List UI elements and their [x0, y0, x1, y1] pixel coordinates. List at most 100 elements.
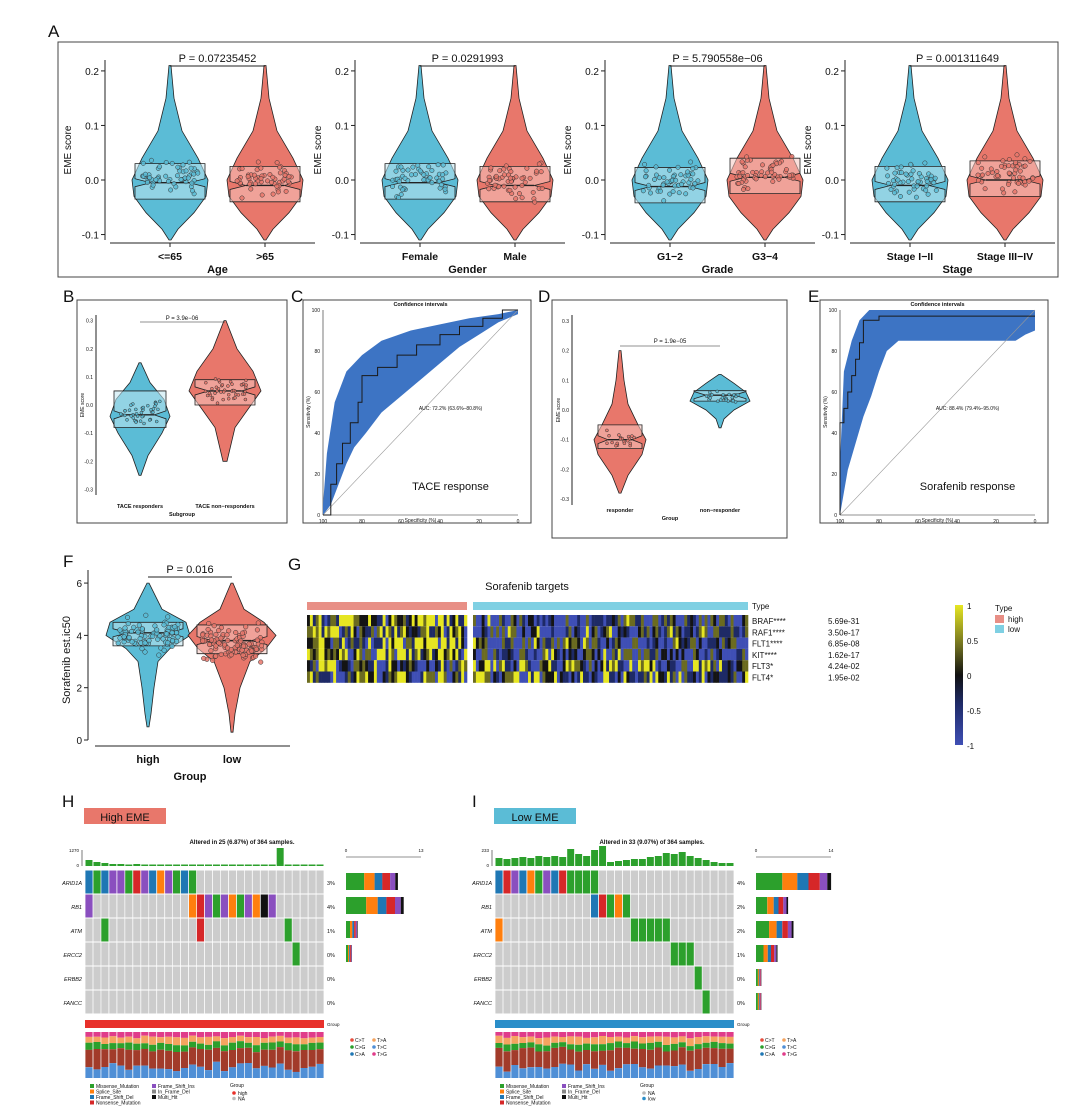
- onco-cell: [678, 894, 686, 918]
- heat-cell: [405, 671, 410, 683]
- titv-segment: [133, 1065, 141, 1078]
- titv-segment: [149, 1068, 157, 1078]
- data-point: [138, 419, 143, 423]
- heat-cell: [629, 637, 633, 649]
- titv-segment: [260, 1032, 268, 1038]
- data-point: [1006, 170, 1012, 176]
- data-point: [161, 647, 167, 653]
- heat-cell: [324, 660, 328, 672]
- heat-cell: [388, 671, 392, 683]
- data-point: [200, 638, 206, 644]
- heat-cell: [713, 615, 717, 627]
- titv-segment: [133, 1038, 141, 1044]
- onco-cell: [173, 942, 181, 966]
- heat-cell: [724, 637, 729, 649]
- heat-cell: [391, 626, 395, 638]
- gene-pct: 0%: [737, 1001, 745, 1007]
- onco-cell: [189, 990, 197, 1014]
- titv-segment: [726, 1063, 734, 1078]
- x-tick-label: Male: [503, 251, 527, 263]
- titv-segment: [228, 1050, 236, 1068]
- onco-cell: [559, 894, 567, 918]
- heat-cell: [716, 637, 720, 649]
- titv-legend-dot: [782, 1052, 786, 1056]
- heat-cell: [385, 660, 389, 672]
- heat-cell: [629, 671, 633, 683]
- y-tick-label: 4: [76, 631, 82, 642]
- gene-count-segment: [758, 969, 760, 986]
- heat-cell: [719, 615, 723, 627]
- titv-segment: [212, 1047, 221, 1062]
- data-point: [153, 177, 159, 183]
- heat-cell: [435, 648, 439, 661]
- tmb-bar: [686, 856, 694, 866]
- heat-cell: [411, 648, 415, 661]
- p-value-label: 3.50e-17: [828, 628, 860, 637]
- heat-cell: [408, 626, 413, 638]
- heat-cell: [730, 626, 734, 638]
- titv-segment: [196, 1043, 205, 1049]
- heat-cell: [350, 615, 354, 627]
- titv-segment: [236, 1035, 244, 1042]
- titv-segment: [308, 1042, 316, 1050]
- heat-cell: [429, 615, 433, 627]
- heat-cell: [336, 615, 340, 627]
- heat-cell: [551, 626, 555, 638]
- data-point: [670, 189, 676, 195]
- titv-segment: [189, 1047, 197, 1065]
- data-point: [721, 393, 725, 397]
- heat-cell: [504, 648, 509, 661]
- heat-cell: [321, 626, 325, 638]
- heat-cell: [684, 637, 688, 649]
- heat-cell: [646, 637, 650, 649]
- heat-cell: [397, 660, 401, 672]
- heat-cell: [446, 648, 450, 661]
- titv-legend-dot: [350, 1052, 354, 1056]
- onco-cell: [133, 870, 141, 894]
- onco-cell: [133, 894, 141, 918]
- gene-label: FLT4*: [752, 674, 773, 683]
- data-point: [512, 184, 518, 190]
- heat-cell: [606, 671, 610, 683]
- mut-legend-label: In_Frame_Del: [568, 1090, 600, 1096]
- titv-segment: [109, 1036, 117, 1044]
- heat-cell: [733, 671, 737, 683]
- tmb-bar: [101, 863, 109, 866]
- heat-cell: [585, 660, 590, 672]
- titv-segment: [702, 1042, 710, 1048]
- data-point: [605, 428, 609, 433]
- panel-letter: C: [291, 287, 303, 306]
- titv-segment: [646, 1032, 654, 1037]
- heat-cell: [405, 615, 410, 627]
- data-point: [239, 383, 244, 387]
- titv-segment: [527, 1032, 535, 1037]
- onco-cell: [726, 870, 734, 894]
- data-point: [720, 396, 725, 400]
- heat-cell: [333, 660, 337, 672]
- heat-cell: [341, 615, 346, 627]
- data-point: [664, 179, 670, 185]
- titv-segment: [630, 1048, 638, 1064]
- y-tick-label: 40: [831, 431, 837, 437]
- heat-cell: [432, 637, 436, 649]
- heat-cell: [411, 671, 415, 683]
- titv-legend-dot: [782, 1038, 786, 1042]
- titv-segment: [101, 1067, 109, 1078]
- data-point: [274, 160, 280, 166]
- heat-cell: [315, 615, 319, 627]
- onco-cell: [284, 894, 292, 918]
- heat-cell: [501, 671, 506, 683]
- gene-label: KIT****: [752, 651, 777, 660]
- heat-cell: [554, 637, 558, 649]
- onco-cell: [519, 918, 527, 942]
- heat-cell: [307, 637, 311, 649]
- onco-cell: [252, 918, 260, 942]
- heat-cell: [597, 648, 601, 661]
- heat-cell: [420, 637, 424, 649]
- data-point: [396, 195, 402, 200]
- data-point: [998, 163, 1004, 169]
- heat-cell: [481, 671, 485, 683]
- scale-label: 0: [967, 672, 972, 681]
- heat-cell: [473, 637, 477, 649]
- heat-cell: [432, 648, 436, 661]
